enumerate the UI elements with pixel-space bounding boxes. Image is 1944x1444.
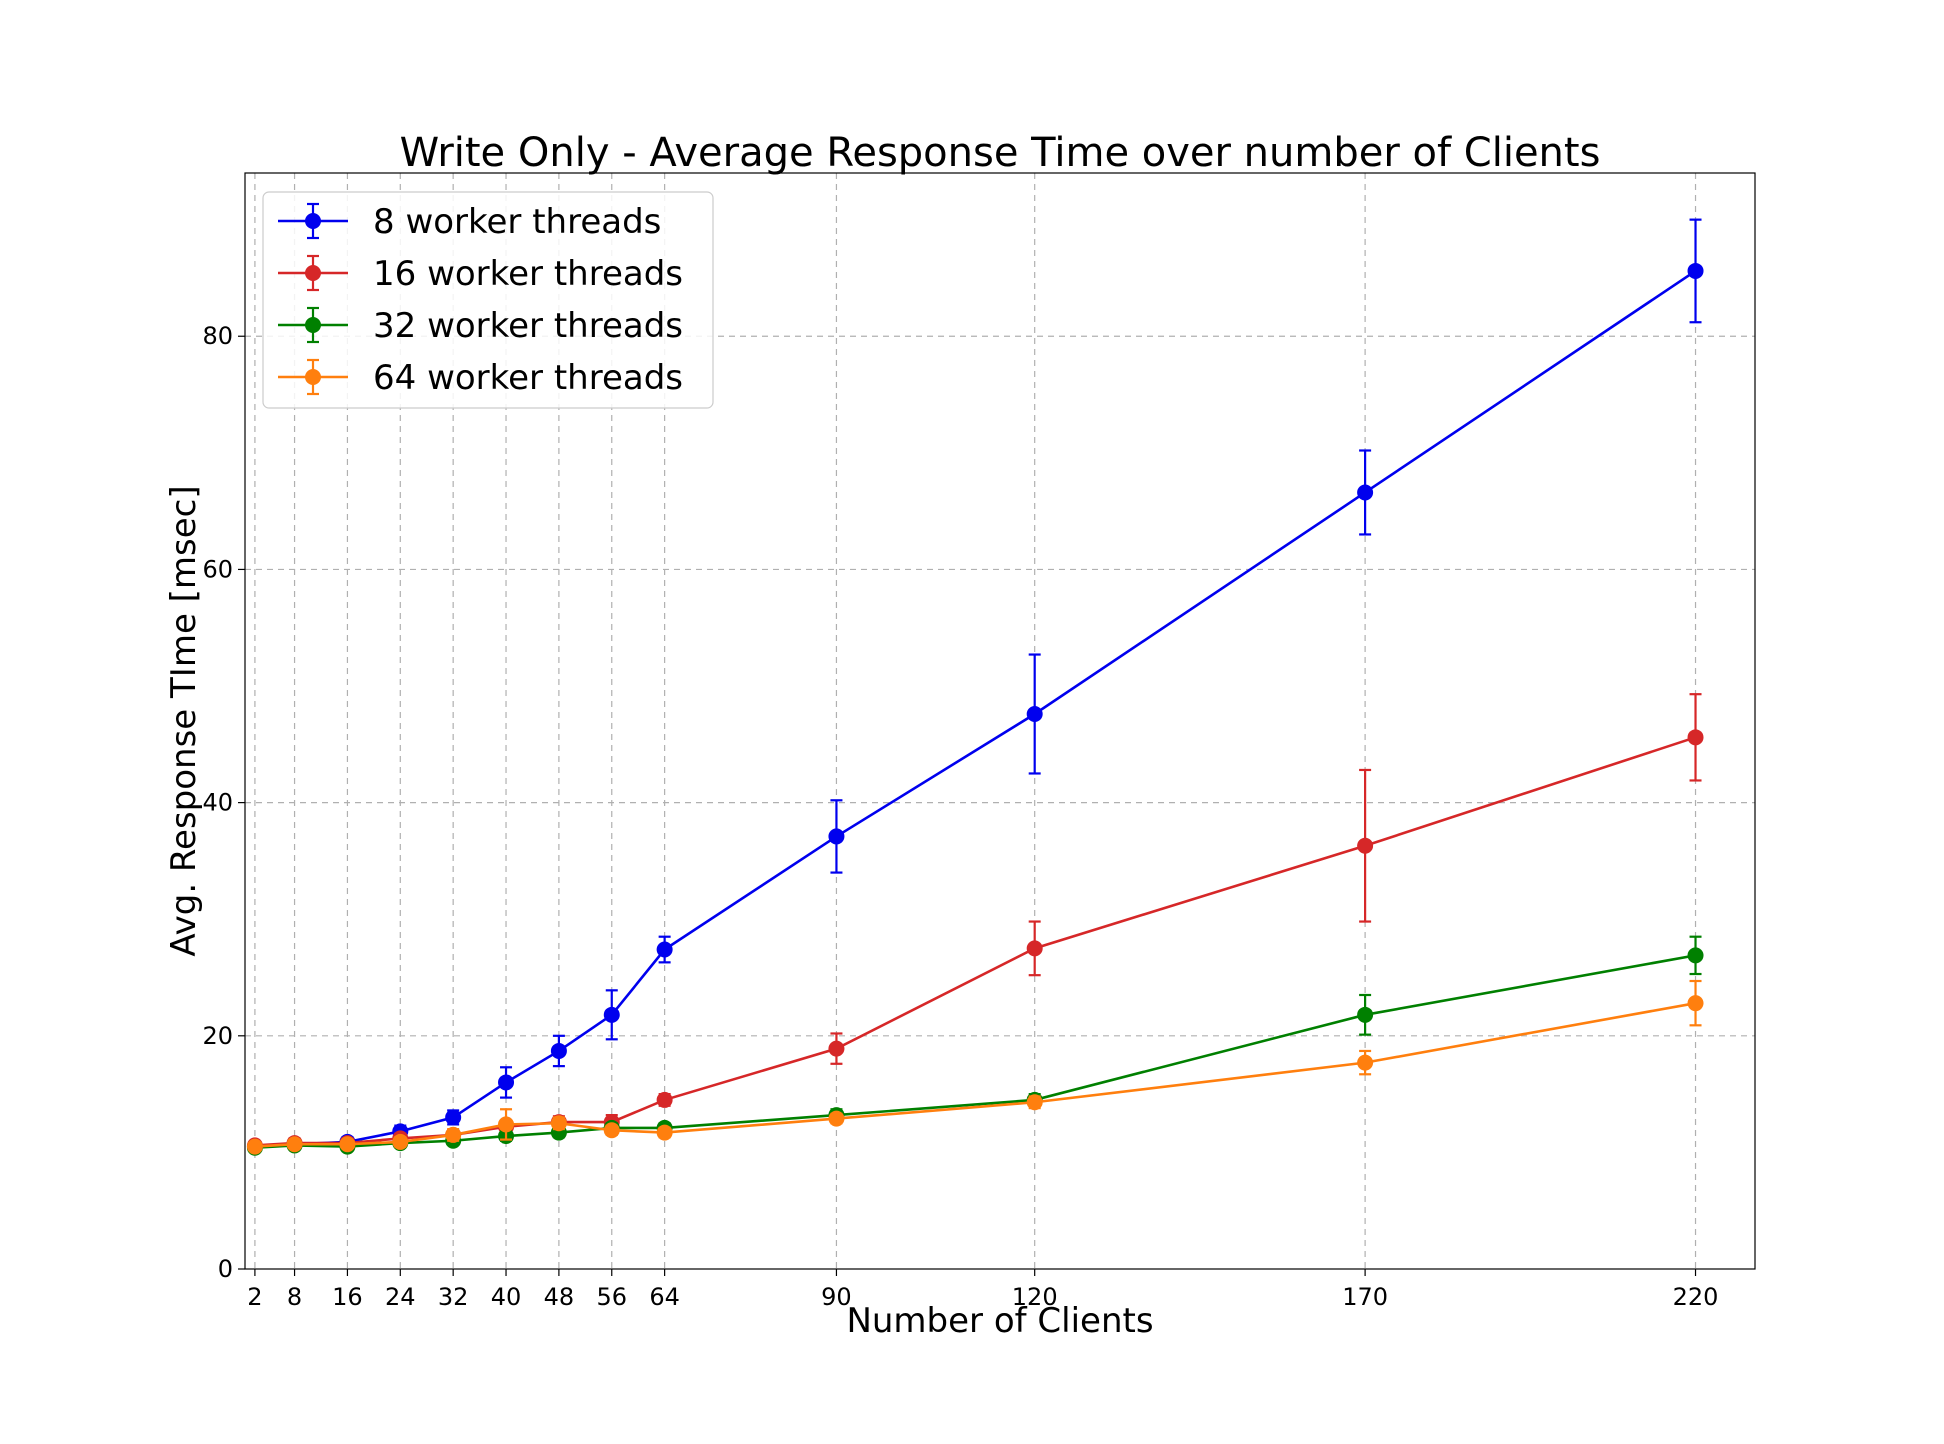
data-point: [445, 1126, 462, 1143]
data-point: [603, 1122, 620, 1139]
x-tick-label: 2: [247, 1283, 262, 1311]
y-axis-label: Avg. Response TIme [msec]: [164, 485, 204, 956]
plot-frame: [244, 172, 1756, 1270]
x-tick-label: 24: [385, 1283, 416, 1311]
legend-item: 8 worker threads: [278, 202, 661, 242]
x-tick-label: 170: [1342, 1283, 1388, 1311]
y-tick-label: 0: [218, 1255, 233, 1283]
data-point: [339, 1136, 356, 1153]
data-point: [1687, 729, 1704, 746]
y-tick-label: 80: [202, 322, 233, 350]
data-point: [246, 1138, 263, 1155]
legend-item: 16 worker threads: [278, 254, 683, 294]
legend-item: 64 worker threads: [278, 358, 683, 398]
data-point: [392, 1133, 409, 1150]
legend-box: [262, 191, 714, 409]
data-point: [1026, 706, 1043, 723]
series-layer: [246, 218, 1704, 1156]
grid-lines: [245, 173, 1755, 1269]
data-point: [1357, 1054, 1374, 1071]
y-tick-label: 60: [202, 555, 233, 583]
legend-label: 16 worker threads: [373, 254, 683, 294]
x-tick-label: 40: [491, 1283, 522, 1311]
y-tick-label: 40: [202, 789, 233, 817]
legend-marker: [305, 265, 321, 281]
legend-marker: [305, 213, 321, 229]
x-tick-label: 32: [438, 1283, 469, 1311]
data-point: [1357, 484, 1374, 501]
legend-label: 32 worker threads: [373, 306, 683, 346]
data-point: [1687, 262, 1704, 279]
x-tick-label: 90: [821, 1283, 852, 1311]
data-point: [656, 1091, 673, 1108]
data-point: [1687, 947, 1704, 964]
data-point: [656, 941, 673, 958]
data-point: [1687, 995, 1704, 1012]
chart-title: Write Only - Average Response Time over …: [400, 130, 1601, 176]
data-point: [550, 1115, 567, 1132]
y-tick-label: 20: [202, 1022, 233, 1050]
legend-item: 32 worker threads: [278, 306, 683, 346]
legend-marker: [305, 317, 321, 333]
series-4: [246, 979, 1704, 1155]
data-point: [1357, 1006, 1374, 1023]
x-tick-label: 8: [287, 1283, 302, 1311]
x-axis-label: Number of Clients: [846, 1301, 1153, 1341]
x-tick-label: 56: [596, 1283, 627, 1311]
x-tick-label: 16: [332, 1283, 363, 1311]
data-point: [1026, 1094, 1043, 1111]
data-point: [828, 1110, 845, 1127]
data-point: [603, 1006, 620, 1023]
data-point: [828, 1040, 845, 1057]
legend-label: 8 worker threads: [373, 202, 661, 242]
data-point: [1357, 837, 1374, 854]
data-point: [550, 1042, 567, 1059]
data-point: [498, 1116, 515, 1133]
axis-layer: 2 8 16 24 32 40 48 56 64 90 120 170 220 0 20 40 60 80: [202, 322, 1718, 1311]
x-tick-label: 120: [1012, 1283, 1058, 1311]
data-point: [1026, 940, 1043, 957]
x-tick-label: 64: [649, 1283, 680, 1311]
data-point: [286, 1136, 303, 1153]
x-tick-label: 220: [1673, 1283, 1719, 1311]
legend-label: 64 worker threads: [373, 358, 683, 398]
legend-marker: [305, 369, 321, 385]
legend: 8 worker threads 16 worker threads 32 work…: [262, 191, 714, 409]
x-tick-label: 48: [544, 1283, 575, 1311]
data-point: [656, 1124, 673, 1141]
data-point: [828, 828, 845, 845]
data-point: [498, 1074, 515, 1091]
data-point: [445, 1109, 462, 1126]
